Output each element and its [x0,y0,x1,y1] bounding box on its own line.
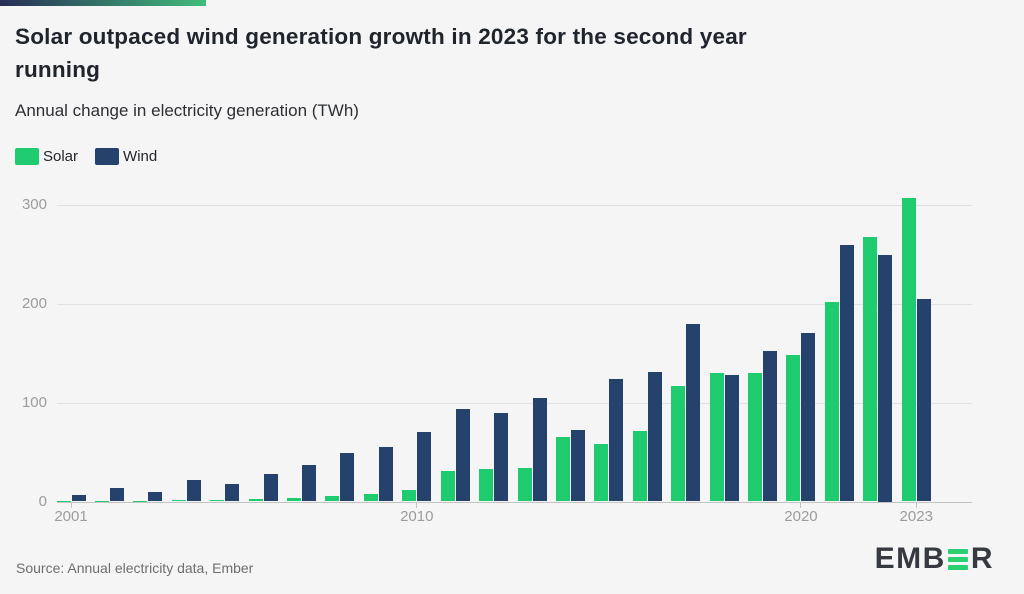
bar-wind-2010 [417,432,432,502]
gridline-0 [57,501,972,503]
bar-wind-2005 [225,483,240,502]
ember-logo-e-bars-icon [947,548,968,570]
bar-solar-2003 [133,500,148,502]
bar-wind-2011 [455,408,470,502]
legend-item-wind: Wind [95,148,157,165]
legend-item-solar: Solar [15,148,78,165]
bar-solar-2002 [94,500,109,502]
bar-solar-2023 [901,197,916,502]
bar-solar-2017 [671,386,686,502]
y-axis-label-100: 100 [21,393,47,411]
bar-solar-2022 [863,236,878,502]
accent-gradient-strip [0,0,206,6]
legend-label-solar: Solar [43,148,79,165]
bar-solar-2011 [440,470,455,502]
bar-wind-2002 [109,487,124,502]
bar-solar-2008 [325,495,340,502]
page-title: Solar outpaced wind generation growth in… [15,24,747,82]
gridline-200 [57,304,972,306]
bar-wind-2013 [532,397,547,502]
bar-wind-2014 [570,430,585,502]
bar-solar-2016 [632,431,647,502]
solar-swatch-icon [15,148,39,165]
bar-solar-2004 [171,499,186,502]
x-axis-tick-2001 [70,501,72,508]
bar-wind-2018 [724,375,739,502]
wind-swatch-icon [95,148,120,165]
bar-wind-2008 [340,453,355,502]
bar-wind-2006 [263,473,278,502]
ember-logo-suffix: R [970,542,994,575]
bar-wind-2023 [916,299,931,502]
bar-solar-2007 [287,497,302,502]
x-axis-label-2010: 2010 [400,508,434,525]
bar-solar-2021 [824,302,839,502]
gridline-300 [57,205,972,207]
bar-solar-2006 [248,498,263,502]
ember-logo-prefix: EMB [874,542,946,575]
bar-wind-2004 [186,479,201,502]
x-axis-label-2001: 2001 [54,508,88,525]
legend: Solar Wind [15,148,157,165]
bar-solar-2018 [709,373,724,502]
bar-wind-2021 [839,244,854,502]
bar-solar-2005 [210,499,225,502]
bar-wind-2007 [302,464,317,502]
bar-wind-2017 [686,323,701,502]
bar-solar-2019 [748,373,763,502]
x-axis-label-2023: 2023 [899,508,933,525]
gridline-100 [57,402,972,404]
bar-wind-2012 [494,412,509,502]
bar-wind-2009 [378,447,393,502]
x-axis-label-2020: 2020 [784,508,818,525]
bar-solar-2010 [402,489,417,502]
legend-label-wind: Wind [123,148,158,165]
source-note: Source: Annual electricity data, Ember [16,560,254,576]
y-axis-label-300: 300 [21,196,47,214]
y-axis-label-200: 200 [21,295,47,313]
x-axis-tick-2023 [915,501,917,508]
x-axis-tick-2020 [800,501,802,508]
bar-wind-2016 [647,372,662,502]
bar-solar-2020 [786,355,801,502]
y-axis-label-0: 0 [38,492,47,510]
bar-wind-2019 [763,351,778,502]
bar-wind-2020 [801,332,816,502]
bar-wind-2015 [609,379,624,502]
bar-solar-2014 [555,437,570,502]
ember-logo: EMB R [874,542,994,575]
bar-wind-2003 [148,491,163,502]
bar-solar-2013 [517,467,532,502]
x-axis-tick-2010 [416,501,418,508]
chart-subtitle: Annual change in electricity generation … [15,101,359,120]
bar-wind-2001 [71,494,86,502]
bar-wind-2022 [878,254,893,502]
bar-solar-2012 [479,468,494,502]
bar-solar-2001 [56,500,71,502]
bar-solar-2015 [594,444,609,502]
bar-solar-2009 [363,493,378,502]
